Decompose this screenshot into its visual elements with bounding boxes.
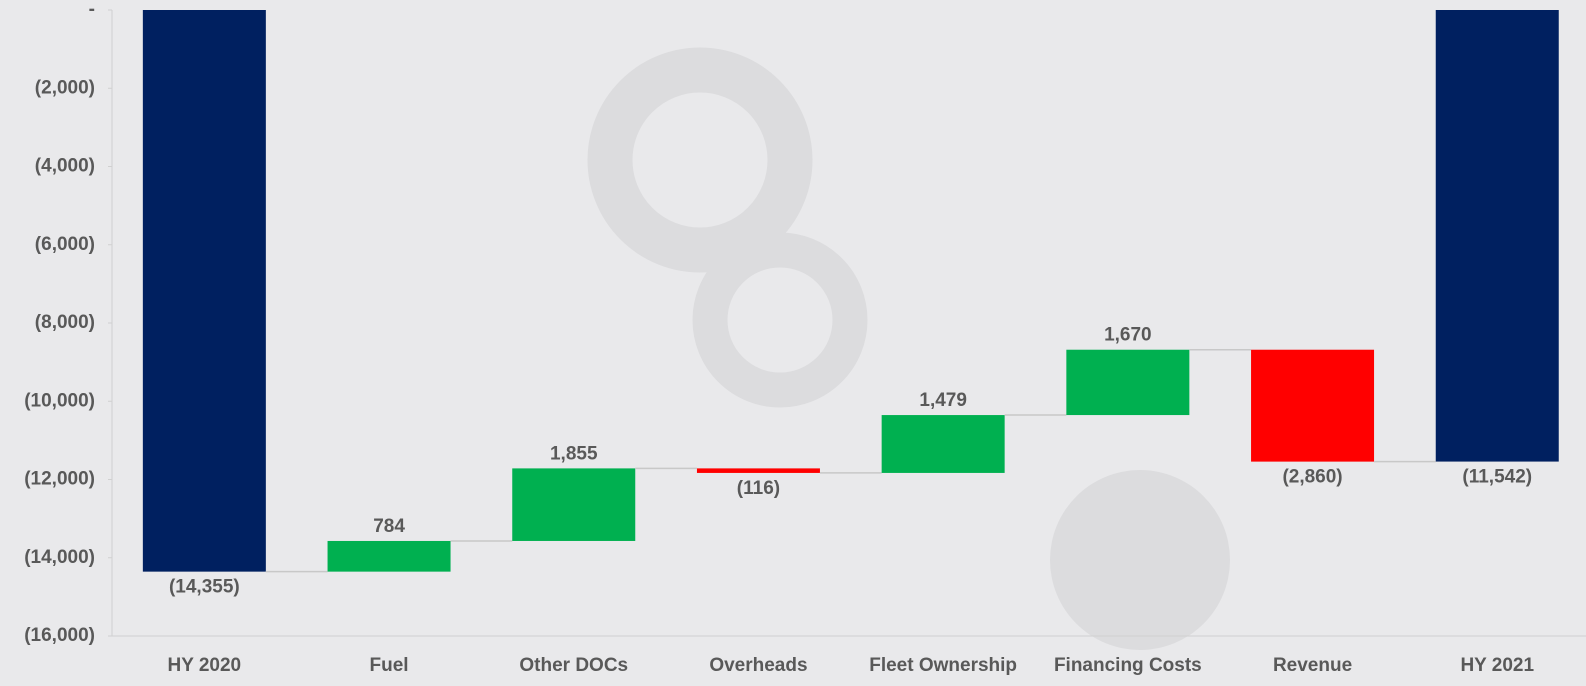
value-label: (14,355) bbox=[169, 577, 240, 598]
y-tick-label: (6,000) bbox=[35, 234, 95, 255]
bar bbox=[1066, 349, 1190, 416]
x-tick-label: Overheads bbox=[709, 655, 807, 676]
y-tick-label: - bbox=[89, 0, 95, 20]
y-tick-label: (14,000) bbox=[24, 547, 95, 568]
x-tick-label: Fuel bbox=[370, 655, 409, 676]
value-label: (116) bbox=[737, 478, 780, 499]
value-label: 784 bbox=[373, 516, 405, 537]
bar bbox=[1251, 349, 1375, 462]
bar bbox=[881, 415, 1005, 473]
bar bbox=[327, 540, 451, 572]
y-tick-label: (12,000) bbox=[24, 469, 95, 490]
y-tick-label: (16,000) bbox=[24, 625, 95, 646]
decoration bbox=[587, 47, 813, 273]
x-tick-label: HY 2020 bbox=[168, 655, 242, 676]
y-tick-label: (4,000) bbox=[35, 156, 95, 177]
value-label: (11,542) bbox=[1462, 467, 1532, 488]
x-tick-label: Other DOCs bbox=[519, 655, 628, 676]
bar bbox=[1435, 10, 1559, 462]
y-tick-label: (2,000) bbox=[35, 77, 95, 98]
x-tick-label: Financing Costs bbox=[1054, 655, 1202, 676]
x-tick-label: Fleet Ownership bbox=[869, 655, 1017, 676]
y-tick-label: (8,000) bbox=[35, 312, 95, 333]
y-tick-label: (10,000) bbox=[24, 390, 95, 411]
value-label: 1,855 bbox=[550, 443, 598, 464]
bar bbox=[512, 468, 636, 541]
value-label: (2,860) bbox=[1282, 467, 1342, 488]
x-tick-label: Revenue bbox=[1273, 655, 1352, 676]
value-label: 1,479 bbox=[919, 390, 967, 411]
value-label: 1,670 bbox=[1104, 325, 1152, 346]
bar bbox=[696, 468, 820, 473]
decoration bbox=[1050, 470, 1230, 650]
x-tick-label: HY 2021 bbox=[1460, 655, 1534, 676]
decoration bbox=[692, 232, 868, 408]
bar bbox=[142, 10, 266, 572]
